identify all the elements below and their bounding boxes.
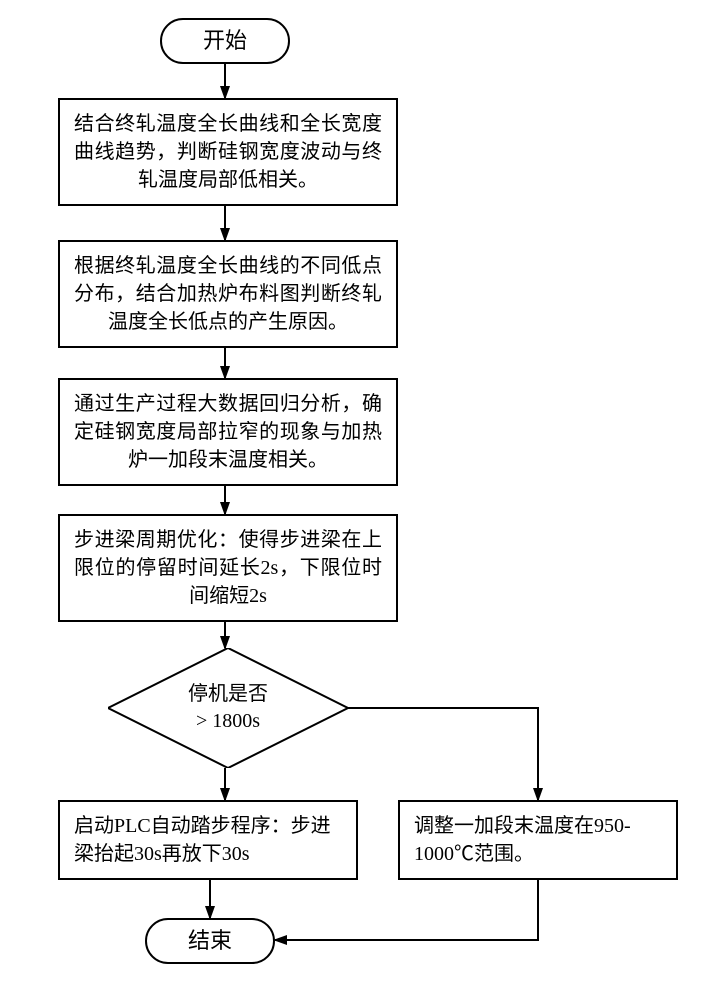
end-terminator: 结束 bbox=[145, 918, 275, 964]
start-terminator: 开始 bbox=[160, 18, 290, 64]
process-3: 通过生产过程大数据回归分析，确定硅钢宽度局部拉窄的现象与加热炉一加段末温度相关。 bbox=[58, 378, 398, 486]
process-1: 结合终轧温度全长曲线和全长宽度曲线趋势，判断硅钢宽度波动与终轧温度局部低相关。 bbox=[58, 98, 398, 206]
end-label: 结束 bbox=[188, 926, 232, 957]
decision-1-label: 停机是否 > 1800s bbox=[108, 648, 348, 768]
process-5-label: 启动PLC自动踏步程序：步进梁抬起30s再放下30s bbox=[74, 812, 342, 868]
edge-d1-p6 bbox=[348, 708, 538, 800]
process-3-label: 通过生产过程大数据回归分析，确定硅钢宽度局部拉窄的现象与加热炉一加段末温度相关。 bbox=[74, 390, 382, 474]
process-5: 启动PLC自动踏步程序：步进梁抬起30s再放下30s bbox=[58, 800, 358, 880]
process-2-label: 根据终轧温度全长曲线的不同低点分布，结合加热炉布料图判断终轧温度全长低点的产生原… bbox=[74, 252, 382, 336]
process-4: 步进梁周期优化：使得步进梁在上限位的停留时间延长2s，下限位时间缩短2s bbox=[58, 514, 398, 622]
process-4-label: 步进梁周期优化：使得步进梁在上限位的停留时间延长2s，下限位时间缩短2s bbox=[74, 526, 382, 610]
edge-p6-end bbox=[275, 880, 538, 940]
process-6: 调整一加段末温度在950-1000℃范围。 bbox=[398, 800, 678, 880]
process-6-label: 调整一加段末温度在950-1000℃范围。 bbox=[414, 812, 662, 868]
flowchart-canvas: 开始 结合终轧温度全长曲线和全长宽度曲线趋势，判断硅钢宽度波动与终轧温度局部低相… bbox=[0, 0, 711, 1000]
process-1-label: 结合终轧温度全长曲线和全长宽度曲线趋势，判断硅钢宽度波动与终轧温度局部低相关。 bbox=[74, 110, 382, 194]
process-2: 根据终轧温度全长曲线的不同低点分布，结合加热炉布料图判断终轧温度全长低点的产生原… bbox=[58, 240, 398, 348]
decision-1: 停机是否 > 1800s bbox=[108, 648, 348, 768]
start-label: 开始 bbox=[203, 26, 247, 57]
